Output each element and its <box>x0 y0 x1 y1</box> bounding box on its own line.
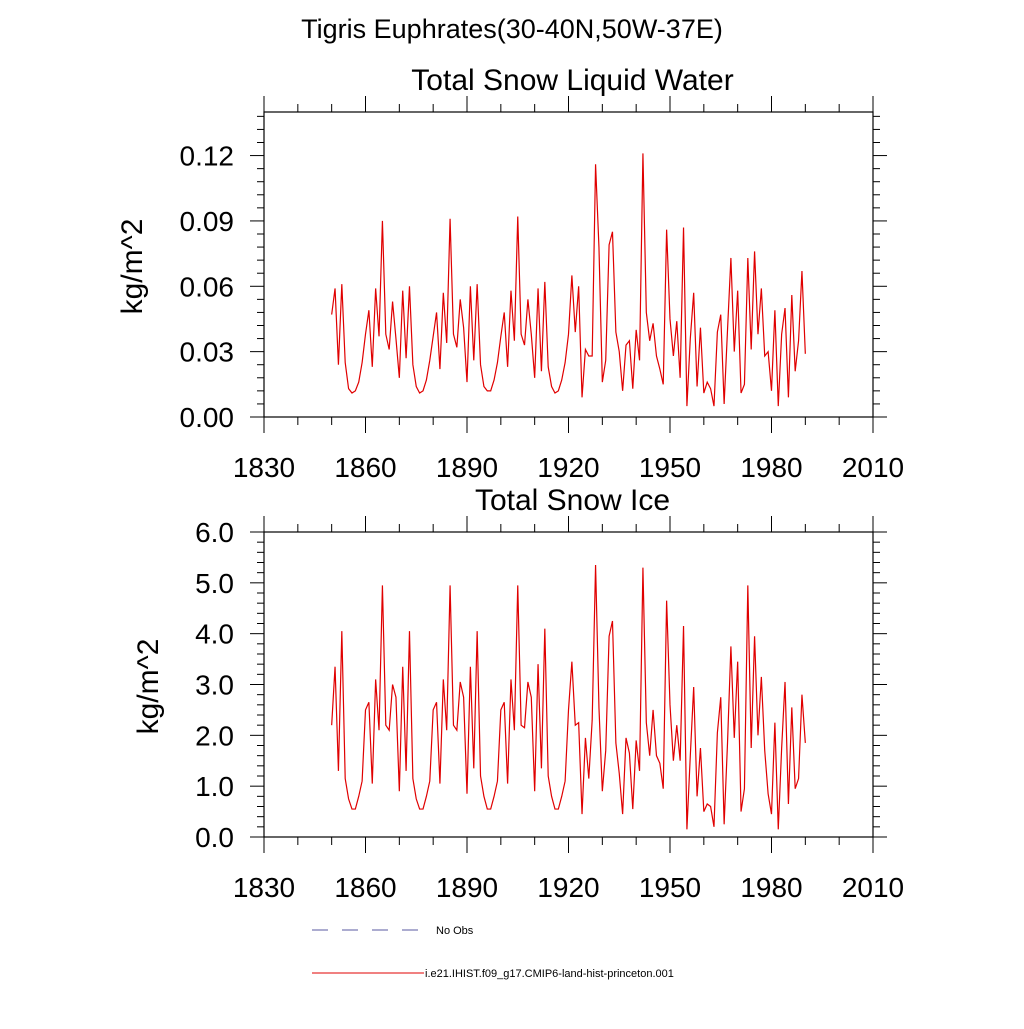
x-tick-label: 1890 <box>436 872 498 903</box>
x-tick-label: 1890 <box>436 452 498 483</box>
y-axis-label: kg/m^2 <box>116 219 149 315</box>
x-tick-label: 1980 <box>740 872 802 903</box>
x-tick-label: 1950 <box>639 452 701 483</box>
x-tick-label: 1830 <box>233 452 295 483</box>
y-tick-label: 0.03 <box>180 337 235 368</box>
y-tick-label: 4.0 <box>195 619 234 650</box>
y-tick-label: 0.00 <box>180 402 235 433</box>
x-tick-label: 1920 <box>537 872 599 903</box>
x-tick-label: 2010 <box>842 872 904 903</box>
panel-title: Total Snow Ice <box>475 484 670 517</box>
y-tick-label: 1.0 <box>195 771 234 802</box>
panel-2: Total Snow Ice 1830 1860 1890 1920 1950 1980 20… <box>132 484 904 903</box>
plot-frame <box>263 531 874 838</box>
y-tick-label: 6.0 <box>195 517 234 548</box>
y-tick-label: 2.0 <box>195 720 234 751</box>
legend-label: i.e21.IHIST.f09_g17.CMIP6-land-hist-prin… <box>425 968 674 980</box>
legend-label: No Obs <box>436 925 474 937</box>
x-tick-label: 1860 <box>334 872 396 903</box>
y-tick-label: 5.0 <box>195 568 234 599</box>
series-line <box>331 153 806 407</box>
x-tick-label: 1860 <box>334 452 396 483</box>
y-tick-label: 0.0 <box>195 822 234 853</box>
y-axis-label: kg/m^2 <box>132 639 165 735</box>
x-tick-label: 2010 <box>842 452 904 483</box>
x-tick-label: 1980 <box>740 452 802 483</box>
series-line <box>331 565 806 830</box>
y-tick-label: 0.12 <box>180 141 235 172</box>
legend: No Obs i.e21.IHIST.f09_g17.CMIP6-land-his… <box>312 925 674 980</box>
main-title: Tigris Euphrates(30-40N,50W-37E) <box>301 14 723 44</box>
y-tick-label: 3.0 <box>195 670 234 701</box>
x-tick-label: 1830 <box>233 872 295 903</box>
y-tick-label: 0.09 <box>180 206 235 237</box>
x-tick-label: 1920 <box>537 452 599 483</box>
panel-1: Total Snow Liquid Water 1830 1860 1890 1920 1… <box>116 64 904 483</box>
panel-title: Total Snow Liquid Water <box>411 64 733 97</box>
plot-frame <box>263 111 874 418</box>
y-tick-label: 0.06 <box>180 271 235 302</box>
x-tick-label: 1950 <box>639 872 701 903</box>
